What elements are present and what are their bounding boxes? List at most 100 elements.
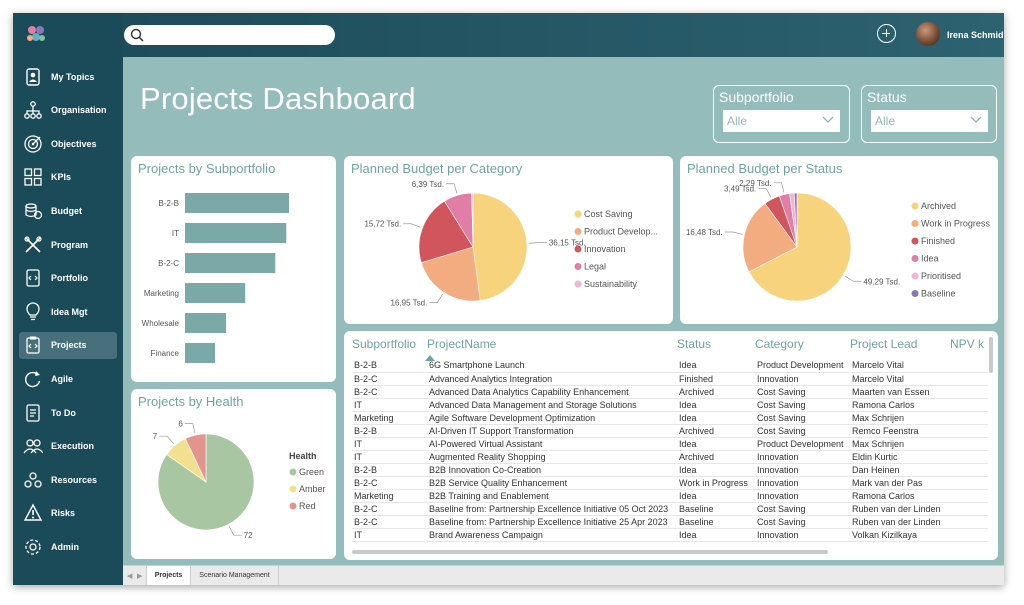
sort-ascending-icon[interactable] xyxy=(425,355,435,361)
data-label: 16,48 Tsd. xyxy=(686,228,723,237)
sidebar-item-projects[interactable]: Projects xyxy=(19,331,117,359)
bar[interactable] xyxy=(185,223,287,243)
table-row[interactable]: Marketing Agile Software Development Opti… xyxy=(352,411,988,425)
pie-slice[interactable] xyxy=(420,246,481,302)
sidebar-item-idea-mgt[interactable]: Idea Mgt xyxy=(19,298,117,325)
grid-icon xyxy=(24,168,42,186)
table-row[interactable]: IT Advanced Data Management and Storage S… xyxy=(352,398,988,412)
sidebar-item-portfolio[interactable]: Portfolio xyxy=(19,265,117,292)
pie-slice[interactable] xyxy=(748,192,852,302)
subportfolio-dropdown-value: Alle xyxy=(727,114,748,128)
table-cell: Cost Saving xyxy=(755,424,850,438)
legend-label: Amber xyxy=(299,484,326,494)
pie-slice[interactable] xyxy=(418,200,474,264)
bar[interactable] xyxy=(185,283,246,303)
table-row[interactable]: B-2-C Baseline from: Partnership Excellen… xyxy=(352,502,988,516)
dashboard-canvas: Projects Dashboard Subportfolio Alle Sta… xyxy=(123,57,1004,565)
bar[interactable] xyxy=(185,343,216,363)
pie-slice[interactable] xyxy=(471,192,474,248)
table-cell: IT xyxy=(352,398,427,412)
table-cell: IT xyxy=(352,437,427,451)
table-cell: Idea xyxy=(677,398,755,412)
table-cell: Work in Progress xyxy=(677,476,755,490)
subportfolio-dropdown[interactable]: Alle xyxy=(723,110,840,132)
sidebar-item-budget[interactable]: Budget xyxy=(19,197,117,224)
table-cell: Max Schrijen xyxy=(850,437,950,451)
budget-category-card: Planned Budget per Category 36,15 Tsd. 16… xyxy=(344,156,673,324)
subportfolio-card: Projects by Subportfolio B-2-B IT B-2-C Mar… xyxy=(131,156,336,382)
sidebar-item-admin[interactable]: Admin xyxy=(19,533,117,560)
vertical-scrollbar[interactable] xyxy=(989,337,993,373)
sidebar-item-kpis[interactable]: KPIs xyxy=(19,164,117,191)
table-cell: B-2-C xyxy=(352,476,427,490)
table-row[interactable]: B-2-C B2B Service Quality Enhancement Work… xyxy=(352,476,988,490)
column-header[interactable]: Category xyxy=(755,337,804,351)
table-row[interactable]: B-2-C Baseline from: Partnership Excellen… xyxy=(352,515,988,529)
gear-icon xyxy=(25,539,41,555)
pie-slice[interactable] xyxy=(472,192,528,301)
sidebar-item-execution[interactable]: Execution xyxy=(19,433,117,460)
sidebar-item-risks[interactable]: Risks xyxy=(19,500,117,527)
sidebar-item-organisation[interactable]: Organisation xyxy=(19,97,117,124)
table-cell: 85 xyxy=(950,437,988,451)
bar[interactable] xyxy=(185,313,227,333)
table-row[interactable]: IT Brand Awareness Campaign Idea Innovation… xyxy=(352,528,988,542)
legend-marker xyxy=(911,220,919,227)
avatar[interactable] xyxy=(916,22,940,46)
tab-projects[interactable]: Projects xyxy=(146,566,191,585)
tab-next-arrow-icon[interactable]: ▶ xyxy=(137,573,143,580)
legend-label: Work in Progress xyxy=(921,219,990,229)
legend-marker xyxy=(911,202,919,210)
target-icon xyxy=(24,135,42,153)
pie-slice[interactable] xyxy=(185,433,207,483)
table-row[interactable]: B-2-C Advanced Data Analytics Capability … xyxy=(352,385,988,399)
tab-scenario-management[interactable]: Scenario Management xyxy=(191,566,279,585)
legend-marker xyxy=(911,272,919,280)
table-cell: Cost Saving xyxy=(755,398,850,412)
pie-slice[interactable] xyxy=(157,433,255,531)
column-header[interactable]: NPV k xyxy=(950,337,985,351)
sidebar-item-agile[interactable]: Agile xyxy=(19,365,117,392)
column-header[interactable]: ProjectName xyxy=(427,337,497,351)
tab-prev-arrow-icon[interactable]: ◀ xyxy=(127,573,133,580)
subportfolio-bar-chart: B-2-B IT B-2-C Marketing Wholesale Finance xyxy=(142,193,289,363)
pie-slice[interactable] xyxy=(742,203,798,273)
sidebar-item-to-do[interactable]: To Do xyxy=(19,399,117,426)
table-row[interactable]: B-2-B B2B Innovation Co-Creation Idea Innov… xyxy=(352,463,988,477)
table-cell: Marcelo Vital xyxy=(850,372,950,386)
table-row[interactable]: B-2-B 6G Smartphone Launch Idea Product Dev… xyxy=(352,359,988,373)
leader-line xyxy=(184,423,196,434)
leader-line xyxy=(159,435,174,445)
table-cell: Marcelo Vital xyxy=(850,359,950,373)
sidebar-item-program[interactable]: Program xyxy=(19,231,117,258)
horizontal-scrollbar[interactable] xyxy=(352,550,828,554)
table-row[interactable]: IT Augmented Reality Shopping Archived Inno… xyxy=(352,450,988,464)
bar[interactable] xyxy=(185,253,276,273)
bar[interactable] xyxy=(185,193,289,213)
leader-line xyxy=(528,242,547,244)
table-row[interactable]: B-2-B AI-Driven IT Support Transformation… xyxy=(352,424,988,438)
legend-marker xyxy=(574,228,582,235)
search-input[interactable] xyxy=(124,25,335,45)
pie-slice[interactable] xyxy=(793,192,798,248)
sidebar-item-label: Agile xyxy=(51,373,74,384)
table-row[interactable]: IT AI-Powered Virtual Assistant Idea Produc… xyxy=(352,437,988,451)
sidebar-item-resources[interactable]: Resources xyxy=(19,466,117,493)
table-cell: Ramona Carlos xyxy=(850,398,950,412)
legend-label: Red xyxy=(299,501,316,511)
table-cell: B2B Innovation Co-Creation xyxy=(427,463,677,477)
sidebar-item-objectives[interactable]: Objectives xyxy=(19,130,117,157)
legend-label: Archived xyxy=(921,201,956,211)
column-header[interactable]: Subportfolio xyxy=(352,337,417,351)
table-row[interactable]: B-2-C Advanced Analytics Integration Finis… xyxy=(352,372,988,386)
add-icon[interactable] xyxy=(877,24,896,43)
legend-label: Idea xyxy=(921,254,939,264)
column-header[interactable]: Status xyxy=(677,337,712,351)
table-cell: Eldin Kurtic xyxy=(850,450,950,464)
table-row[interactable]: Marketing B2B Training and Enablement Idea… xyxy=(352,489,988,503)
status-dropdown[interactable]: Alle xyxy=(871,110,988,132)
legend-label: Green xyxy=(299,467,324,477)
column-header[interactable]: Project Lead xyxy=(850,337,918,351)
sidebar-item-my-topics[interactable]: My Topics xyxy=(19,63,117,90)
table-cell: B-2-B xyxy=(352,359,427,373)
